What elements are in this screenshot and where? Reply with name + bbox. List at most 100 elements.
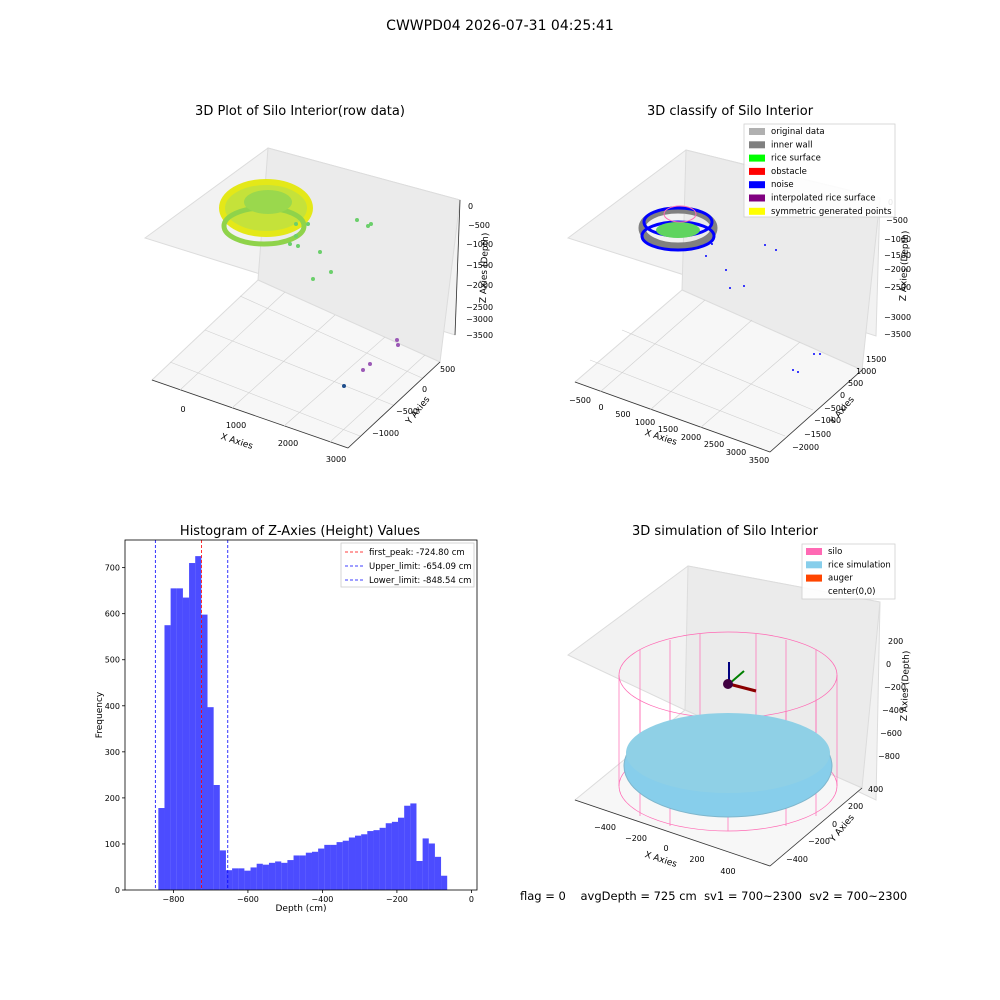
p4-xtick-4: 400 (720, 867, 735, 876)
x-tick-label: −800 (162, 895, 184, 904)
panel2-silo-ring (638, 205, 718, 252)
histogram-bar (195, 556, 202, 890)
histogram-bar (176, 588, 183, 890)
histogram-bar (342, 840, 349, 890)
p2-ytick-1: 1000 (856, 367, 876, 376)
histogram-bar (324, 844, 331, 890)
sv1-text: sv1 = 700~2300 (704, 889, 802, 903)
p2-ytick-6: −1500 (804, 430, 831, 439)
y-tick-label: 100 (105, 840, 120, 849)
legend-label: auger (828, 574, 853, 584)
p2-xtick-3: 1000 (635, 418, 655, 427)
p2-legend: original data inner wall rice surface obsta… (743, 123, 896, 218)
p4-ztick-3: −400 (882, 706, 904, 715)
p4-xtick-0: −400 (594, 823, 616, 832)
legend-swatch (806, 574, 822, 582)
p2-xtick-7: 3000 (726, 448, 746, 457)
histogram-bar (189, 563, 196, 890)
histogram-bar (213, 785, 220, 890)
histogram-bar (404, 805, 411, 890)
figure-title: CWWPD04 2026-07-31 04:25:41 (386, 18, 614, 34)
p1-xtick-0: 0 (180, 405, 185, 414)
panel3-histogram: −800 −600 −400 −200 0 0 100 200 300 400 500 600 700… (95, 539, 478, 914)
y-tick-label: 300 (105, 748, 120, 757)
histogram-bar (410, 803, 417, 890)
histogram-bar (268, 862, 276, 890)
histogram-bar (441, 875, 448, 890)
p2-ztick-2: −1000 (884, 235, 911, 244)
legend-label: obstacle (771, 167, 807, 177)
histogram-bar (201, 614, 208, 890)
histogram-bar (318, 848, 325, 890)
legend-label: noise (771, 180, 794, 190)
status-footer: flag = 0 avgDepth = 725 cm sv1 = 700~230… (520, 889, 907, 903)
histogram-bar (422, 838, 429, 890)
panel1-3d-plot: 0 1000 2000 3000 500 0 −500 −1000 0 −500… (143, 147, 493, 464)
avg-depth-text: avgDepth = 725 cm (580, 889, 697, 903)
histogram-bar (336, 842, 343, 890)
histogram-bar (361, 834, 368, 890)
histogram-bar (428, 843, 435, 890)
p1-ztick-3: −1500 (466, 261, 493, 270)
p4-ztick-2: −200 (884, 683, 906, 692)
histogram-bar (219, 850, 226, 890)
p2-xtick-4: 1500 (658, 425, 678, 434)
p4-zlabel: Z Axies (Depth) (900, 651, 912, 722)
p4-legend: silo rice simulation auger center(0,0) (801, 543, 896, 600)
legend-label: rice surface (771, 154, 821, 164)
p3-xlabel: Depth (cm) (275, 904, 326, 914)
legend-label: symmetric generated points (771, 207, 892, 217)
p2-xtick-0: −500 (569, 396, 591, 405)
p1-ytick-0: 500 (440, 365, 455, 374)
histogram-bar (416, 860, 423, 890)
p2-ytick-2: 500 (848, 379, 863, 388)
p1-xtick-3: 3000 (326, 455, 346, 464)
p3-ylabel: Frequency (95, 691, 105, 738)
histogram-bar (311, 851, 319, 890)
histogram-bar (232, 868, 239, 890)
panel1-title: 3D Plot of Silo Interior(row data) (195, 104, 405, 119)
p2-ztick-7: −3500 (884, 330, 911, 339)
y-tick-label: 0 (115, 886, 120, 895)
p1-zlabel: Z Axies (Depth) (479, 233, 491, 304)
legend-swatch (749, 207, 765, 215)
legend-label: center(0,0) (828, 587, 876, 597)
p2-ytick-0: 1500 (866, 355, 886, 364)
p1-ztick-0: 0 (468, 202, 473, 211)
legend-label: inner wall (771, 140, 812, 150)
p1-ztick-2: −1000 (466, 240, 493, 249)
histogram-bar (373, 830, 380, 890)
p1-ytick-2: −500 (396, 407, 418, 416)
y-tick-label: 500 (105, 656, 120, 665)
p1-ztick-1: −500 (468, 221, 490, 230)
histogram-bar (367, 831, 374, 890)
y-tick-label: 700 (105, 564, 120, 573)
legend-swatch (749, 128, 765, 135)
p1-ytick-3: −1000 (372, 429, 399, 438)
sv2-text: sv2 = 700~2300 (809, 889, 908, 903)
histogram-bar (164, 625, 171, 890)
legend-swatch (749, 154, 765, 162)
x-tick-label: −200 (386, 895, 408, 904)
histogram-bar (250, 867, 257, 890)
panel2-3d-plot: −500 0 500 1000 1500 2000 2500 3000 3500… (566, 123, 911, 465)
legend-swatch (806, 561, 822, 569)
p2-ztick-5: −2500 (884, 283, 911, 292)
legend-swatch (749, 181, 765, 189)
p4-ytick-0: 400 (868, 785, 883, 794)
histogram-bar (434, 856, 442, 890)
p3-legend: first_peak: -724.80 cm Upper_limit: -654.… (340, 542, 475, 588)
p4-ztick-1: 0 (886, 660, 891, 669)
p1-ztick-4: −2000 (466, 281, 493, 290)
p2-xtick-8: 3500 (749, 456, 769, 465)
p2-ztick-1: −500 (886, 216, 908, 225)
x-tick-label: −400 (311, 895, 333, 904)
p1-ztick-5: −2500 (466, 303, 493, 312)
p2-xtick-6: 2500 (704, 440, 724, 449)
p2-ytick-4: −500 (824, 404, 846, 413)
p4-ytick-3: −200 (808, 837, 830, 846)
legend-label: rice simulation (828, 560, 891, 570)
legend-label: silo (828, 547, 842, 557)
panel1-points (288, 218, 400, 388)
histogram-bar (275, 861, 282, 890)
